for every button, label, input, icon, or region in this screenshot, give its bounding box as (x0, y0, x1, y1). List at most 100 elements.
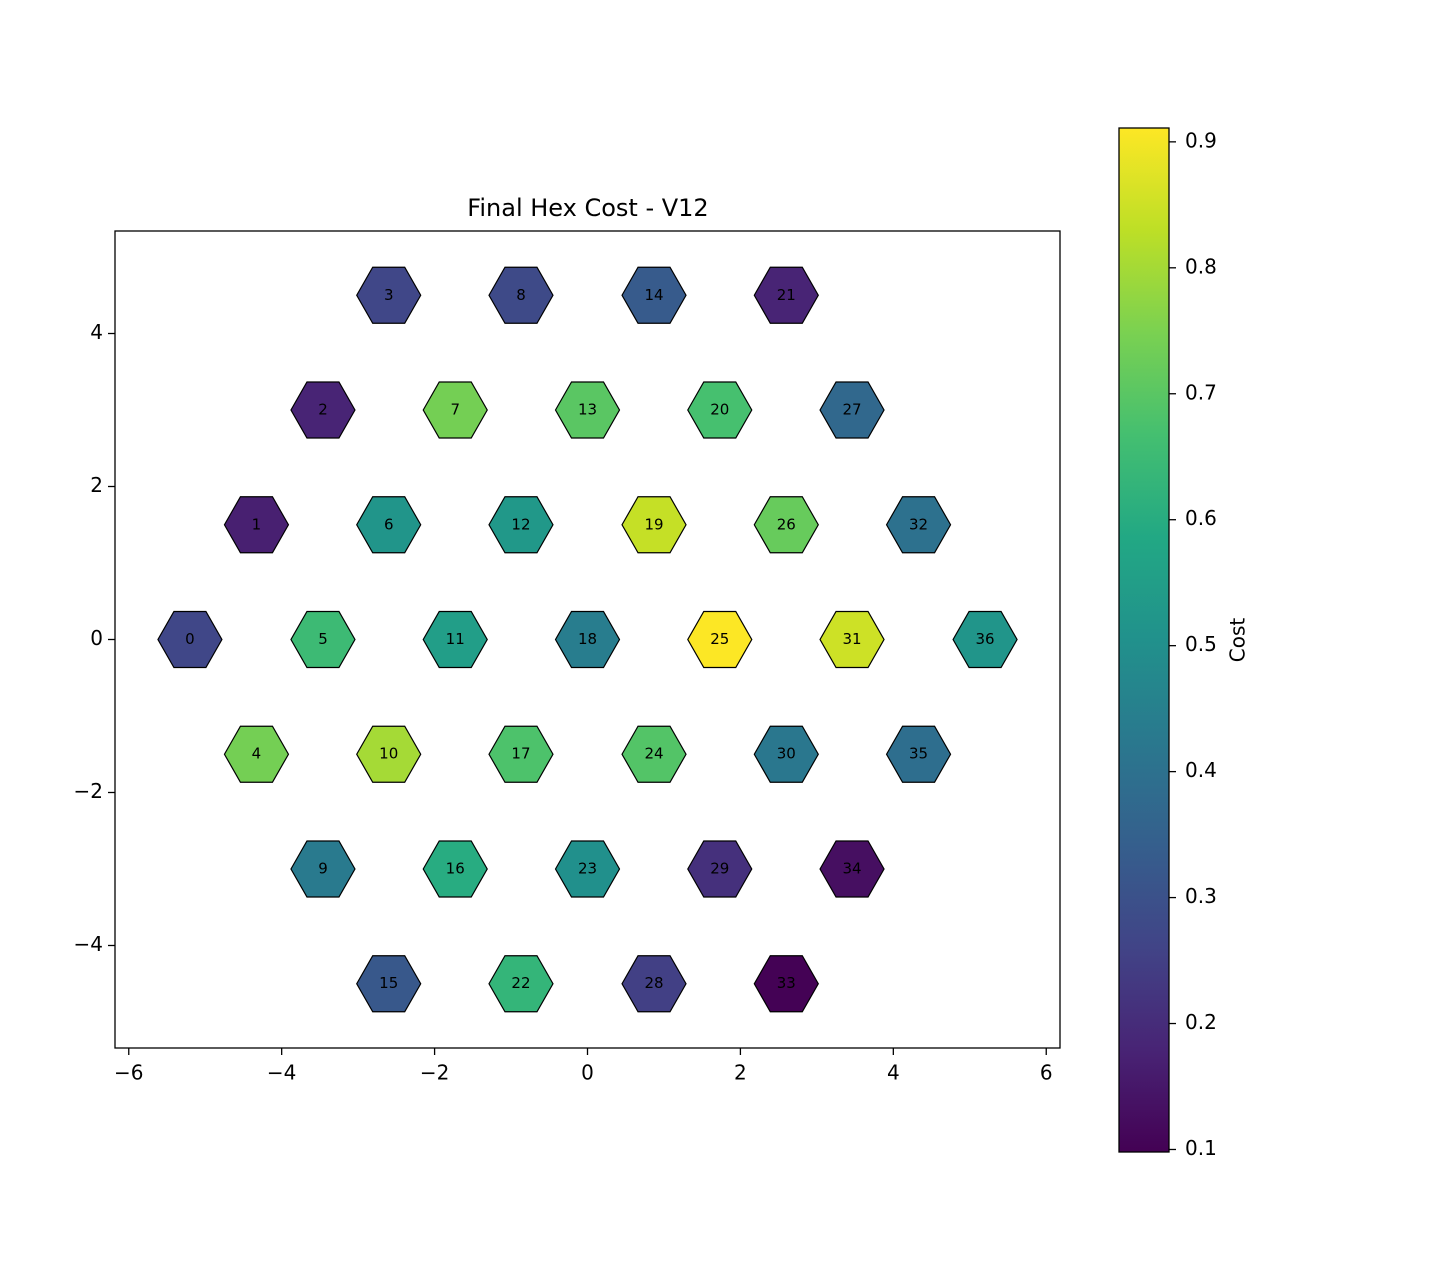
hex-label: 16 (446, 859, 465, 877)
hex-label: 13 (578, 401, 597, 419)
hex-label: 21 (777, 286, 796, 304)
hex-label: 36 (976, 630, 995, 648)
hex-label: 12 (511, 515, 530, 533)
hex-label: 32 (909, 515, 928, 533)
hex-cell (952, 610, 1018, 669)
hex-cell (356, 955, 422, 1013)
hex-label: 35 (909, 745, 928, 763)
hex-cell (290, 610, 356, 669)
y-tick-label: −4 (74, 932, 103, 956)
y-tick-label: −2 (74, 779, 103, 803)
hex-label: 27 (842, 401, 861, 419)
hex-cell (819, 610, 885, 669)
y-tick-label: 4 (90, 320, 103, 344)
hex-label: 10 (379, 745, 398, 763)
colorbar-label: Cost (1226, 618, 1250, 663)
colorbar-tick-label: 0.6 (1185, 506, 1217, 530)
hex-label: 22 (511, 974, 530, 992)
y-tick-label: 2 (90, 473, 103, 497)
colorbar-tick-label: 0.3 (1185, 884, 1217, 908)
hex-label: 28 (644, 974, 663, 992)
hex-label: 30 (777, 745, 796, 763)
hex-cell (488, 725, 554, 783)
hex-cell (488, 266, 554, 324)
hex-label: 23 (578, 859, 597, 877)
hex-label: 20 (710, 401, 729, 419)
x-tick-label: −6 (114, 1061, 143, 1085)
hex-label: 6 (384, 515, 394, 533)
hex-label: 24 (644, 745, 663, 763)
hex-cell (554, 381, 621, 439)
colorbar-tick-label: 0.7 (1185, 380, 1217, 404)
hex-cell (621, 266, 687, 324)
hex-label: 7 (450, 401, 460, 419)
hex-label: 1 (252, 515, 262, 533)
hex-cell (290, 381, 356, 439)
hex-cell (621, 496, 687, 554)
hex-label: 31 (842, 630, 861, 648)
hex-cell (885, 496, 952, 554)
hex-cell (422, 381, 488, 439)
hex-label: 11 (446, 630, 465, 648)
y-tick-label: 0 (90, 626, 103, 650)
hex-cell (223, 496, 290, 554)
hex-cell (687, 840, 753, 898)
x-tick-label: 0 (581, 1061, 594, 1085)
x-tick-label: 2 (734, 1061, 747, 1085)
hex-label: 8 (516, 286, 526, 304)
hex-cell (157, 610, 223, 669)
colorbar-tick-label: 0.4 (1185, 758, 1217, 782)
hex-cell (621, 955, 687, 1013)
hex-cell (356, 266, 422, 324)
hex-label: 34 (842, 859, 861, 877)
colorbar (1118, 127, 1170, 1153)
hex-cell (290, 840, 356, 898)
hex-cell (687, 610, 753, 669)
hex-cell (223, 725, 290, 783)
hex-label: 33 (777, 974, 796, 992)
hex-cell (422, 840, 488, 898)
hex-cell (356, 725, 422, 783)
x-tick-label: 6 (1040, 1061, 1053, 1085)
hex-cell (356, 496, 422, 554)
hex-label: 17 (511, 745, 530, 763)
hex-label: 2 (318, 401, 328, 419)
hex-cell (554, 610, 621, 669)
x-tick-label: −4 (267, 1061, 296, 1085)
hex-cell (422, 610, 488, 669)
hex-cell (753, 496, 819, 554)
hex-cell (885, 725, 952, 783)
hex-label: 18 (578, 630, 597, 648)
hex-cell (753, 955, 819, 1013)
hex-label: 15 (379, 974, 398, 992)
colorbar-tick-label: 0.2 (1185, 1010, 1217, 1034)
hex-cell (621, 725, 687, 783)
colorbar-tick-label: 0.9 (1185, 128, 1217, 152)
hex-label: 5 (318, 630, 328, 648)
hex-cell (819, 381, 885, 439)
hex-label: 29 (710, 859, 729, 877)
x-tick-label: −2 (420, 1061, 449, 1085)
hex-cell (554, 840, 621, 898)
hex-label: 25 (710, 630, 729, 648)
hex-cell (687, 381, 753, 439)
hex-label: 3 (384, 286, 394, 304)
hex-cell (819, 840, 885, 898)
hex-label: 19 (644, 515, 663, 533)
hex-label: 14 (644, 286, 663, 304)
colorbar-tick-label: 0.8 (1185, 254, 1217, 278)
hex-label: 4 (252, 745, 262, 763)
hex-cell (488, 955, 554, 1013)
hex-label: 26 (777, 515, 796, 533)
colorbar-tick-label: 0.5 (1185, 632, 1217, 656)
chart-title: Final Hex Cost - V12 (467, 194, 708, 222)
hex-cell (753, 725, 819, 783)
colorbar-tick-label: 0.1 (1185, 1136, 1217, 1160)
x-tick-label: 4 (887, 1061, 900, 1085)
hex-cell (753, 266, 819, 324)
hex-label: 9 (318, 859, 328, 877)
hex-cell (488, 496, 554, 554)
hex-label: 0 (185, 630, 195, 648)
